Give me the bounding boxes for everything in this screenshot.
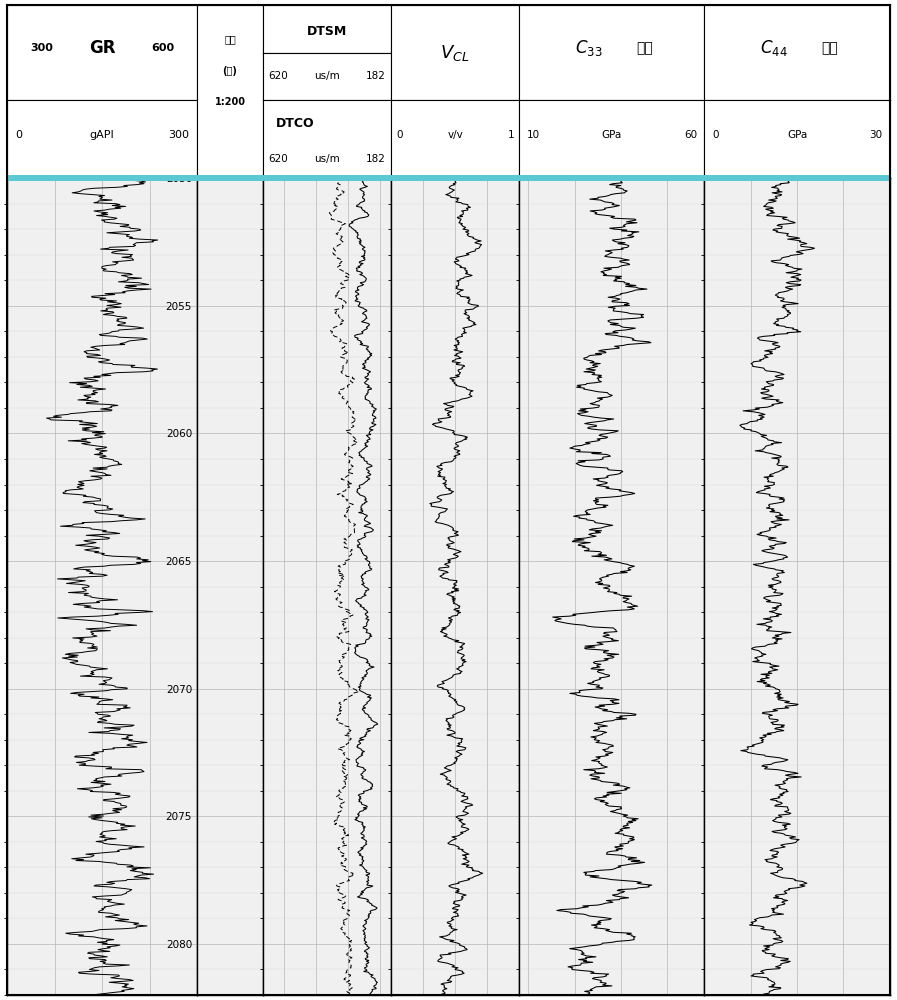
Text: v/v: v/v (448, 130, 463, 140)
Text: 1: 1 (508, 130, 514, 140)
Text: DTSM: DTSM (307, 25, 347, 38)
Text: GPa: GPa (602, 130, 622, 140)
Text: $C_{33}$: $C_{33}$ (575, 38, 602, 58)
Text: 深度: 深度 (224, 35, 236, 45)
Text: 0: 0 (396, 130, 403, 140)
Text: us/m: us/m (314, 71, 340, 81)
Text: GR: GR (89, 39, 116, 57)
Text: $C_{44}$: $C_{44}$ (760, 38, 788, 58)
Text: 山岩: 山岩 (636, 41, 653, 55)
Text: $V_{CL}$: $V_{CL}$ (440, 43, 470, 63)
Text: GPa: GPa (787, 130, 807, 140)
Text: us/m: us/m (314, 154, 340, 164)
Text: 山岩: 山岩 (822, 41, 838, 55)
Text: 30: 30 (869, 130, 883, 140)
Text: 1:200: 1:200 (214, 97, 246, 107)
Text: 182: 182 (366, 71, 386, 81)
Text: 620: 620 (268, 71, 288, 81)
Text: 60: 60 (684, 130, 697, 140)
Text: gAPI: gAPI (90, 130, 115, 140)
Text: 600: 600 (151, 43, 174, 53)
Text: 620: 620 (268, 154, 288, 164)
Text: 300: 300 (169, 130, 189, 140)
Text: 300: 300 (30, 43, 53, 53)
Text: 0: 0 (712, 130, 718, 140)
Text: (米): (米) (222, 66, 238, 76)
Text: 0: 0 (14, 130, 22, 140)
Text: DTCO: DTCO (276, 117, 315, 130)
Text: 182: 182 (366, 154, 386, 164)
Text: 10: 10 (527, 130, 540, 140)
